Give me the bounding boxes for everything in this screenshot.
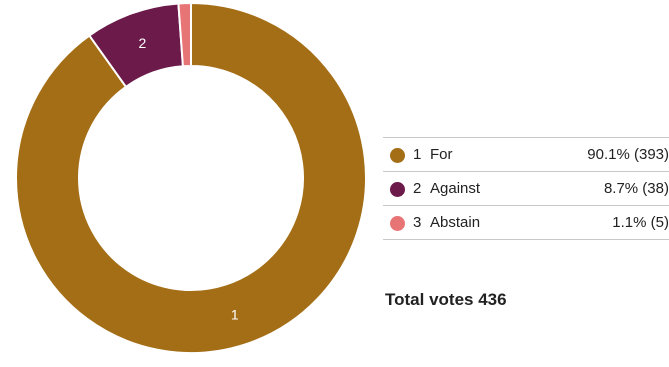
legend-value: 1.1% (5) — [612, 214, 669, 231]
legend-number: 2 — [413, 180, 422, 197]
donut-chart: 1 2 3 — [15, 0, 367, 354]
legend-swatch-abstain — [390, 216, 405, 231]
legend-label: Abstain — [430, 214, 481, 231]
legend-value: 90.1% (393) — [587, 146, 669, 163]
legend-item-against: 2 Against 8.7% (38) — [383, 171, 669, 205]
legend-item-for: 1 For 90.1% (393) — [383, 137, 669, 171]
slice-label-against: 2 — [138, 35, 146, 51]
slice-for — [15, 1, 367, 354]
total-votes: Total votes 436 — [385, 290, 507, 309]
legend: 1 For 90.1% (393) 2 Against 8.7% (38) 3 … — [383, 137, 669, 240]
legend-label: Against — [430, 180, 481, 197]
slice-label-for: 1 — [231, 307, 239, 323]
slice-label-abstain: 3 — [181, 0, 189, 1]
legend-value: 8.7% (38) — [603, 180, 669, 197]
slice-abstain — [177, 1, 192, 68]
legend-number: 3 — [413, 214, 422, 231]
legend-label: For — [430, 146, 453, 163]
legend-swatch-for — [390, 148, 405, 163]
legend-swatch-against — [390, 182, 405, 197]
legend-item-abstain: 3 Abstain 1.1% (5) — [383, 205, 669, 240]
legend-number: 1 — [413, 146, 422, 163]
